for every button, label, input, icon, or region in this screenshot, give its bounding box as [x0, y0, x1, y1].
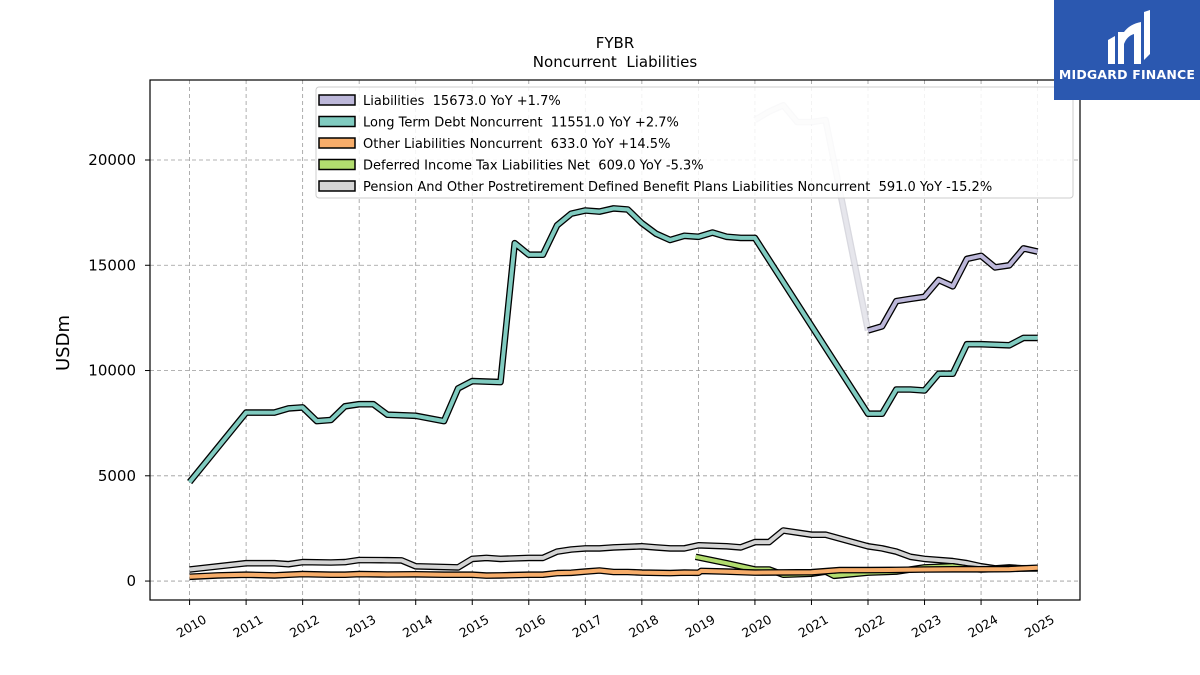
y-tick-label: 10000 — [88, 362, 136, 380]
x-tick-label: 2020 — [739, 612, 774, 641]
legend-swatch — [318, 137, 356, 149]
plot-frame — [149, 79, 1081, 601]
x-tick-label: 2012 — [287, 612, 322, 641]
chart-title: FYBR — [596, 34, 635, 52]
series-0-line — [867, 246, 1039, 333]
brand-logo: MIDGARD FINANCE — [1054, 0, 1200, 100]
legend-swatch — [318, 115, 356, 128]
x-tick-label: 2017 — [570, 612, 605, 641]
y-axis-label: USDm — [53, 315, 74, 371]
x-tick-label: 2011 — [230, 612, 265, 641]
x-tick-label: 2025 — [1022, 612, 1057, 641]
x-tick-label: 2023 — [909, 612, 944, 641]
x-tick-label: 2010 — [174, 612, 209, 641]
series-4-line — [189, 528, 1038, 572]
logo-mark-icon — [1108, 10, 1150, 64]
x-tick-label: 2015 — [456, 612, 491, 641]
x-tick-label: 2018 — [626, 612, 661, 641]
x-tick-label: 2016 — [513, 612, 548, 641]
x-tick-label: 2019 — [683, 612, 718, 641]
legend-entry: Other Liabilities Noncurrent 633.0 YoY +… — [363, 137, 670, 152]
x-tick-label: 2024 — [965, 612, 1000, 641]
legend-entry: Deferred Income Tax Liabilities Net 609.… — [363, 159, 704, 174]
y-tick-label: 0 — [126, 572, 136, 590]
legend-entry: Long Term Debt Noncurrent 11551.0 YoY +2… — [363, 116, 679, 131]
y-tick-label: 20000 — [88, 151, 136, 169]
legend-swatch — [318, 180, 356, 192]
legend-entry: Liabilities 15673.0 YoY +1.7% — [363, 94, 561, 109]
legend: Liabilities 15673.0 YoY +1.7% Long Term D… — [315, 86, 1074, 199]
x-tick-label: 2014 — [400, 612, 435, 641]
logo-text: MIDGARD FINANCE — [1058, 67, 1196, 82]
chart-subtitle: Noncurrent Liabilities — [533, 53, 698, 71]
legend-swatch — [318, 94, 356, 106]
series-2-line — [189, 565, 1038, 579]
y-tick-label: 5000 — [98, 467, 136, 485]
legend-swatch — [318, 158, 356, 171]
x-tick-label: 2013 — [343, 612, 378, 641]
y-tick-label: 15000 — [88, 256, 136, 274]
x-tick-label: 2021 — [796, 612, 831, 641]
x-tick-label: 2022 — [852, 612, 887, 641]
series-1-line — [188, 206, 1038, 484]
series-1-outline — [187, 205, 1038, 485]
legend-entry: Pension And Other Postretirement Defined… — [363, 180, 992, 195]
legend-box — [315, 86, 1074, 199]
